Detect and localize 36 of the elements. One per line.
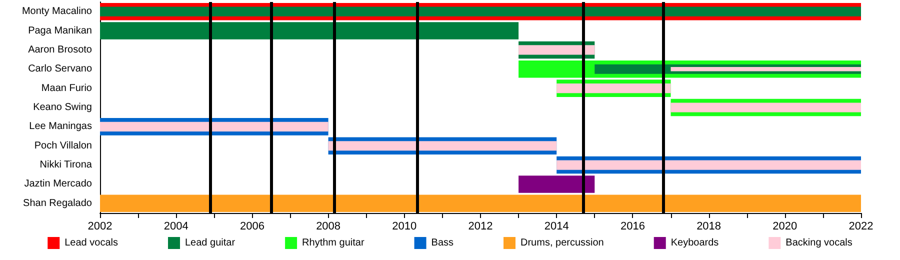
x-tick-label: 2002 [88,220,112,232]
y-tick-label: Monty Macalino [22,6,92,18]
x-tick-label: 2012 [468,220,493,232]
y-tick-label: Lee Maningas [29,121,92,132]
y-tick-label: Nikki Tirona [40,160,92,171]
legend-label: Lead guitar [184,238,236,248]
legend-label: Lead vocals [64,238,118,248]
y-tick-label: Shan Regalado [23,198,92,209]
legend-label: Bass [431,238,454,248]
x-tick-label: 2022 [848,220,874,232]
y-tick-label: Paga Manikan [28,25,92,36]
legend-label: Drums, percussion [520,238,604,248]
bar [518,176,595,193]
y-tick-label: Carlo Servano [28,64,92,75]
x-tick-label: 2006 [240,220,264,232]
x-tick-label: 2016 [620,220,645,232]
x-tick-label: 2018 [696,220,722,232]
x-tick-label: 2008 [316,220,341,232]
bar [100,122,328,132]
legend-label: Backing vocals [786,238,852,248]
bar [518,45,595,55]
x-tick-label: 2010 [392,220,417,232]
y-tick-label: Jaztin Mercado [24,178,92,190]
y-tick-label: Keano Swing [33,102,92,113]
x-tick-label: 2014 [544,220,569,232]
legend-label: Keyboards [670,238,719,248]
y-tick-label: Aaron Brosoto [28,44,92,56]
bar [328,141,557,151]
legend-label: Rhythm guitar [302,238,365,248]
x-tick-label: 2004 [164,220,188,232]
y-tick-label: Maan Furio [41,82,92,94]
y-tick-label: Poch Villalon [34,140,92,152]
bar [670,102,861,112]
x-tick-label: 2020 [772,220,798,232]
bar [556,160,861,170]
bar [556,84,671,94]
